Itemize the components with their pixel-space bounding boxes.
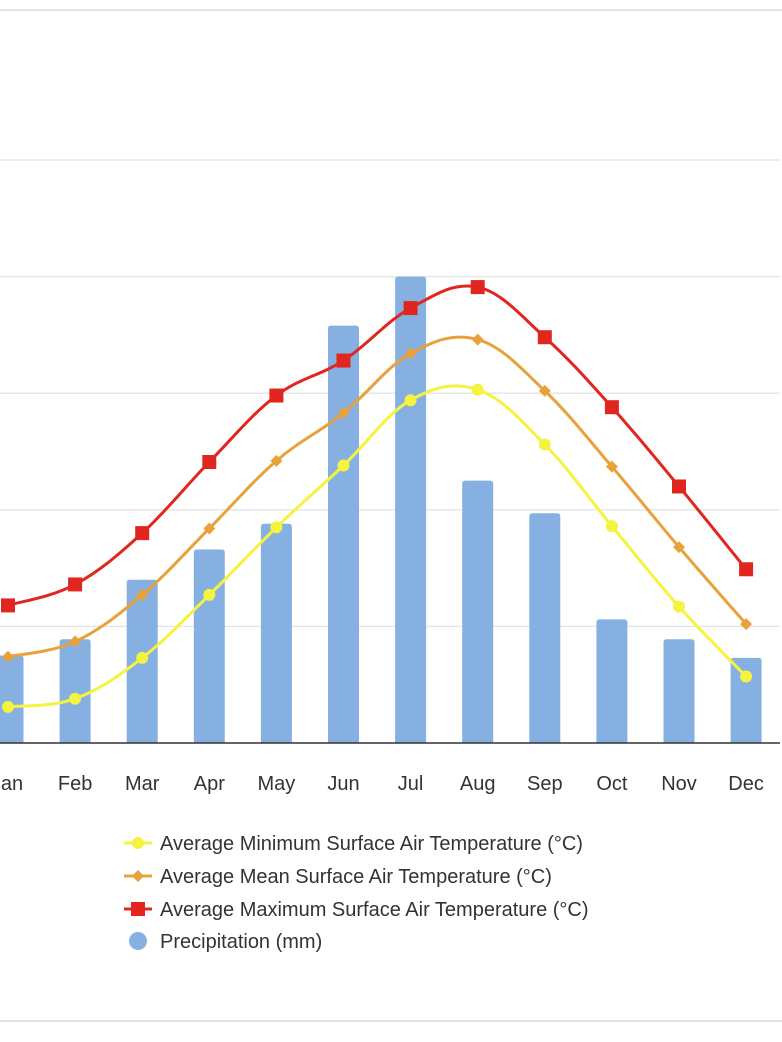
legend-item-0: Average Minimum Surface Air Temperature … — [124, 833, 583, 855]
precipitation-bar-oct — [596, 619, 628, 743]
data-point-dec — [740, 618, 753, 631]
data-point-feb — [69, 692, 82, 705]
temperature-lines — [1, 280, 754, 713]
series-line — [7, 335, 748, 659]
x-tick-label: Mar — [125, 773, 160, 795]
series-min-temperature — [2, 383, 753, 713]
data-point-mar — [135, 526, 150, 541]
legend-circle-icon — [129, 932, 147, 950]
x-tick-label: Dec — [728, 773, 764, 795]
data-point-mar — [136, 651, 149, 664]
data-point-aug — [470, 280, 485, 295]
data-point-feb — [68, 577, 83, 592]
precipitation-bar-feb — [59, 639, 91, 743]
x-tick-label: Apr — [194, 773, 225, 795]
data-point-jan — [2, 700, 14, 713]
data-point-jul — [404, 347, 417, 360]
data-point-nov — [672, 479, 686, 494]
precipitation-bar-may — [260, 523, 292, 743]
data-point-jul — [403, 301, 418, 316]
data-point-dec — [740, 670, 753, 683]
precipitation-bar-aug — [462, 480, 494, 743]
precipitation-bar-jan — [0, 655, 24, 743]
legend: Average Minimum Surface Air Temperature … — [124, 833, 589, 953]
precipitation-bars — [0, 276, 762, 743]
legend-label: Average Mean Surface Air Temperature (°C… — [160, 866, 552, 888]
precipitation-bar-sep — [529, 513, 561, 743]
data-point-jun — [337, 459, 350, 472]
data-point-apr — [202, 454, 217, 469]
legend-circle-icon — [132, 837, 144, 849]
data-point-oct — [605, 460, 618, 473]
data-point-jun — [337, 407, 350, 420]
precipitation-bar-jun — [328, 325, 359, 743]
data-point-sep — [538, 438, 551, 451]
data-point-oct — [605, 520, 618, 533]
legend-item-3: Precipitation (mm) — [129, 931, 322, 953]
x-tick-label: Nov — [661, 773, 697, 795]
series-mean-temperature — [2, 333, 753, 663]
data-point-feb — [69, 635, 82, 648]
data-point-jul — [404, 394, 417, 407]
x-tick-label: Sep — [527, 773, 563, 795]
x-tick-label: Jun — [327, 773, 359, 795]
legend-diamond-icon — [132, 870, 144, 882]
data-point-jun — [336, 353, 351, 368]
legend-square-icon — [131, 902, 145, 916]
data-point-apr — [203, 588, 216, 601]
x-tick-label: an — [1, 773, 23, 795]
data-point-mar — [136, 588, 149, 601]
data-point-nov — [673, 600, 685, 613]
data-point-sep — [537, 330, 552, 345]
x-tick-label: May — [258, 773, 296, 795]
data-point-may — [269, 388, 284, 403]
data-point-dec — [739, 562, 754, 577]
legend-label: Average Maximum Surface Air Temperature … — [160, 899, 589, 921]
series-max-temperature — [1, 280, 754, 613]
legend-label: Precipitation (mm) — [160, 931, 322, 953]
x-tick-label: Oct — [596, 773, 628, 795]
data-point-aug — [471, 333, 484, 346]
data-point-jan — [2, 650, 14, 663]
series-line — [7, 284, 748, 607]
x-axis-ticks: an Feb Mar Apr May Jun Jul Aug Sep Oct Nov Dec — [1, 773, 764, 795]
legend-item-2: Average Maximum Surface Air Temperature … — [124, 899, 589, 921]
data-point-may — [270, 521, 283, 534]
data-point-aug — [471, 383, 484, 396]
precipitation-bar-nov — [663, 639, 695, 743]
data-point-oct — [604, 400, 619, 415]
legend-item-1: Average Mean Surface Air Temperature (°C… — [124, 866, 552, 888]
x-tick-label: Aug — [460, 773, 496, 795]
data-point-sep — [538, 384, 551, 397]
data-point-jan — [1, 598, 15, 613]
data-point-apr — [203, 522, 216, 535]
data-point-nov — [673, 541, 685, 554]
precipitation-bar-dec — [730, 657, 762, 743]
legend-label: Average Minimum Surface Air Temperature … — [160, 833, 583, 855]
precipitation-bar-apr — [193, 549, 225, 743]
data-point-may — [270, 454, 283, 467]
x-tick-label: Jul — [398, 773, 424, 795]
x-tick-label: Feb — [58, 773, 92, 795]
precipitation-bar-jul — [395, 276, 427, 743]
